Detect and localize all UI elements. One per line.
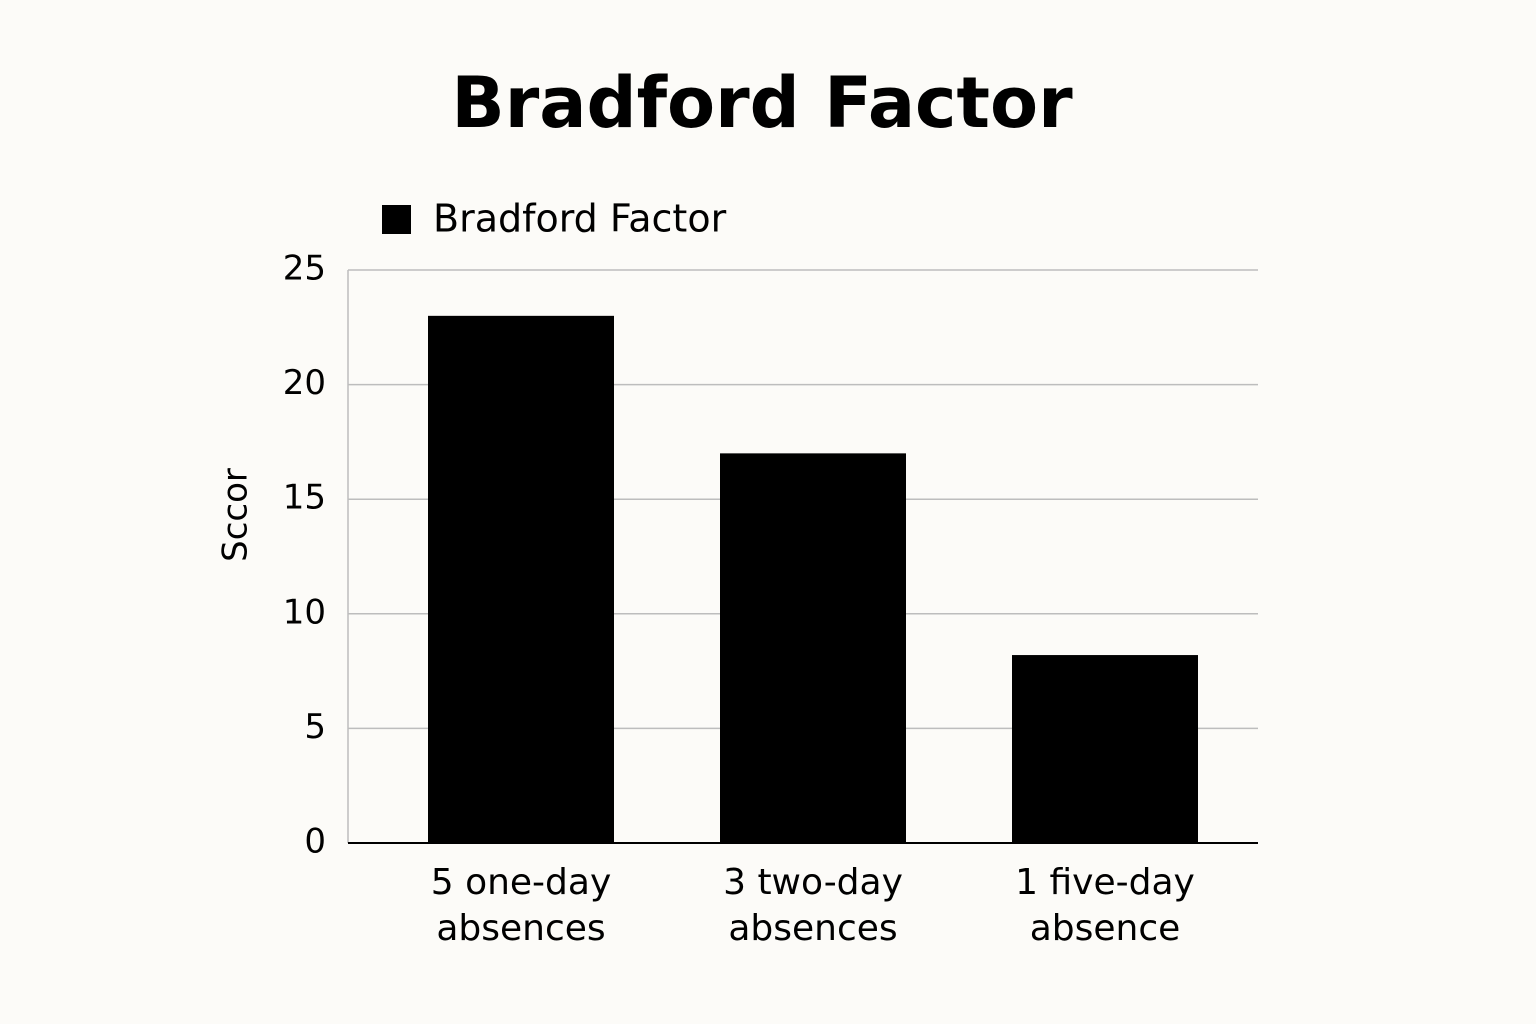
x-tick-label-line: 1 five-day [1015,862,1195,903]
y-tick-label: 20 [283,363,326,403]
x-tick-label-line: absences [728,908,897,949]
legend-label: Bradford Factor [433,197,727,241]
x-tick-label: 5 one-day absences [431,862,612,949]
x-tick-label-line: absences [436,908,605,949]
y-tick-label: 10 [283,592,326,632]
x-tick-label-line: 5 one-day [431,862,612,903]
y-axis-label: Sccor [216,468,256,562]
chart-title: Bradford Factor [451,62,1073,144]
legend-swatch [382,205,411,234]
y-tick-label: 15 [283,478,326,518]
y-tick-label: 5 [304,707,326,747]
y-tick-label: 0 [304,822,326,862]
bar [1012,655,1198,843]
x-tick-label-line: absence [1030,908,1181,949]
y-tick-label: 25 [283,249,326,289]
bar [720,453,906,843]
x-tick-label: 3 two-day absences [723,862,903,949]
bar [428,315,614,844]
x-tick-label: 1 five-day absence [1015,862,1195,949]
x-tick-label-line: 3 two-day [723,862,903,903]
